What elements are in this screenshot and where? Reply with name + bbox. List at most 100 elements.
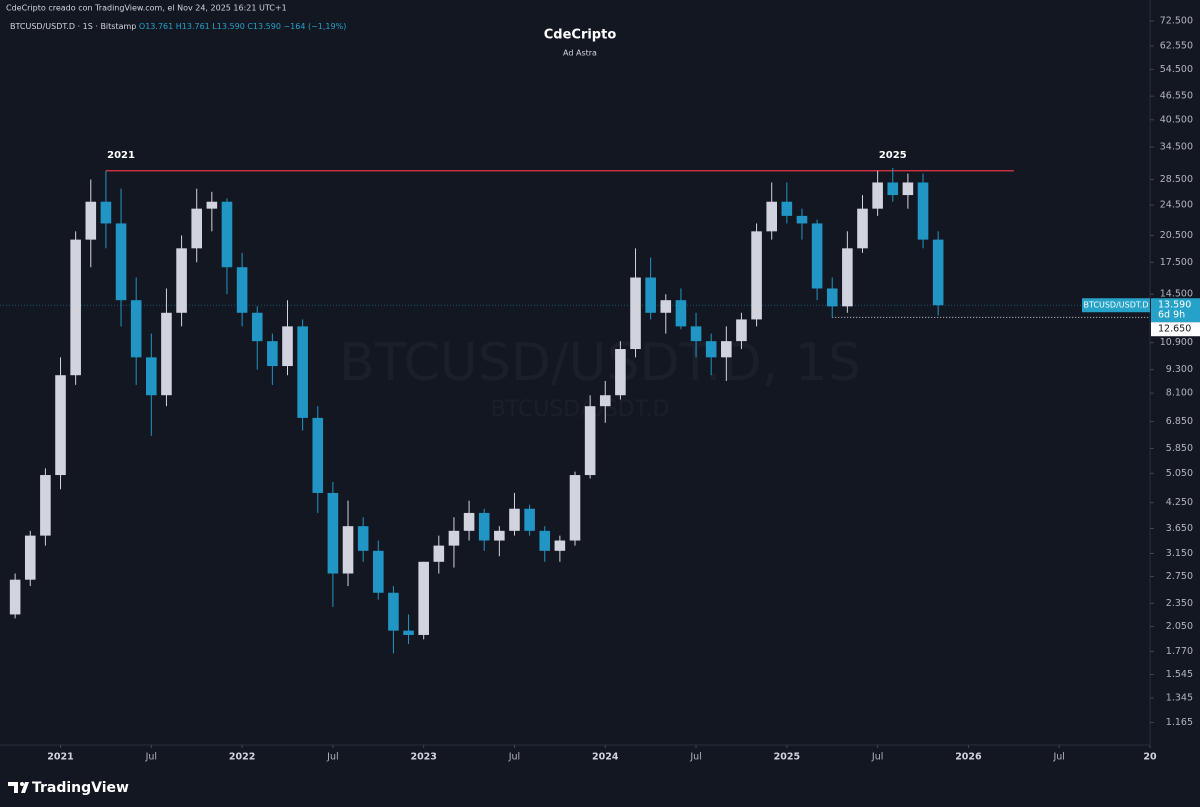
candle-body [327, 492, 339, 574]
footer-bar [0, 770, 1200, 807]
y-tick-label: 2.350 [1166, 598, 1193, 609]
candle-body [917, 182, 929, 240]
candle-body [751, 231, 762, 320]
candle-body [645, 277, 656, 313]
candle-body [524, 508, 535, 531]
countdown-label: 6d 9h [1158, 310, 1185, 321]
y-tick-label: 3.650 [1166, 523, 1193, 534]
y-tick-label: 5.050 [1166, 468, 1193, 479]
x-tick-label: Jul [1052, 752, 1064, 763]
watermark: BTCUSD/USDT.D, 1S [339, 333, 861, 393]
x-tick-label: 2024 [592, 752, 619, 763]
candle-body [478, 512, 490, 541]
candle-body [554, 540, 566, 551]
candle-body [539, 530, 551, 551]
candle-body [857, 208, 868, 249]
y-tick-label: 14.500 [1160, 289, 1193, 300]
candle-body [796, 215, 808, 224]
candle-body [932, 239, 944, 306]
candle-body [85, 201, 97, 240]
candle-body [509, 508, 520, 531]
candle-body [675, 300, 687, 327]
y-tick-label: 34.500 [1160, 142, 1193, 153]
candle-body [781, 201, 793, 216]
y-tick-label: 40.500 [1160, 114, 1193, 125]
y-tick-label: 20.500 [1160, 230, 1193, 241]
x-tick-label: 2025 [774, 752, 800, 763]
y-tick-label: 62.550 [1160, 40, 1193, 51]
y-tick-label: 6.850 [1166, 416, 1193, 427]
price-label: 13.590 [1158, 300, 1191, 311]
x-tick-label: Jul [871, 752, 883, 763]
candle-body [403, 630, 414, 635]
candle-body [357, 526, 369, 551]
y-tick-label: 4.250 [1166, 497, 1193, 508]
x-tick-label: 2021 [47, 752, 73, 763]
y-tick-label: 46.550 [1160, 91, 1193, 102]
candle-body [433, 545, 445, 562]
y-tick-label: 8.100 [1166, 388, 1193, 399]
candle-body [660, 300, 672, 313]
y-tick-label: 54.500 [1160, 64, 1193, 75]
chart-title: CdeCripto [544, 28, 617, 43]
legend: BTCUSD/USDT.D · 1S · Bitstamp O13.761 H1… [10, 22, 346, 31]
candle-body [615, 349, 626, 396]
candle-body [736, 319, 747, 342]
candle-body [70, 239, 81, 376]
candle-body [463, 512, 475, 531]
y-tick-label: 1.165 [1166, 717, 1193, 728]
x-tick-label: Jul [326, 752, 338, 763]
candle-body [766, 201, 778, 232]
footer-brand: TradingView [32, 780, 129, 796]
logo-dot [20, 782, 24, 786]
annotation: 2021 [107, 150, 135, 161]
legend-close: C13.590 [247, 22, 281, 31]
y-tick-label: 72.500 [1160, 15, 1193, 26]
candle-body [251, 312, 263, 342]
y-tick-label: 1.770 [1166, 646, 1193, 657]
candle-body [721, 341, 732, 358]
y-tick-label: 10.900 [1160, 337, 1193, 348]
symbol-label-bg [1082, 298, 1150, 313]
chart-subtitle: Ad Astra [563, 49, 597, 58]
candle-body [221, 201, 233, 268]
x-tick-label: Jul [508, 752, 520, 763]
candle-body [55, 375, 66, 476]
low-label: 12.650 [1158, 324, 1191, 335]
symbol-label: BTCUSD/USDT.D [1083, 301, 1148, 310]
candle-body [24, 535, 36, 580]
candle-body [146, 357, 157, 396]
candle-body [100, 201, 112, 224]
legend-symbol: BTCUSD/USDT.D · 1S · Bitstamp [10, 22, 136, 31]
candle-body [372, 550, 384, 593]
candle-body [630, 277, 641, 350]
candle-body [842, 248, 853, 307]
candle-body [267, 341, 278, 367]
legend-change: −164 (−1,19%) [283, 22, 346, 31]
candle-body [9, 579, 21, 615]
candle-body [418, 561, 429, 635]
x-tick-label: 2022 [229, 752, 255, 763]
candle-body [690, 326, 702, 342]
x-tick-label: 2026 [955, 752, 982, 763]
candle-body [599, 395, 611, 407]
legend-high: H13.761 [176, 22, 210, 31]
y-tick-label: 17.500 [1160, 257, 1193, 268]
candle-body [176, 248, 187, 313]
header: CdeCripto creado con TradingView.com, el… [6, 4, 287, 13]
x-tick-label: Jul [145, 752, 157, 763]
candle-body [297, 326, 308, 418]
candle-body [161, 312, 172, 396]
x-tick-label: 2023 [410, 752, 436, 763]
candle-body [448, 530, 460, 546]
y-tick-label: 9.300 [1166, 364, 1193, 375]
y-tick-label: 1.345 [1166, 693, 1193, 704]
x-tick-label: 20 [1143, 752, 1157, 763]
candle-body [130, 300, 142, 358]
candle-body [282, 326, 293, 367]
candle-body [872, 182, 883, 209]
y-tick-label: 3.150 [1166, 548, 1193, 559]
watermark-sub: BTCUSD/USDT.D [491, 397, 670, 422]
candle-body [494, 530, 505, 541]
candle-body [887, 182, 899, 196]
